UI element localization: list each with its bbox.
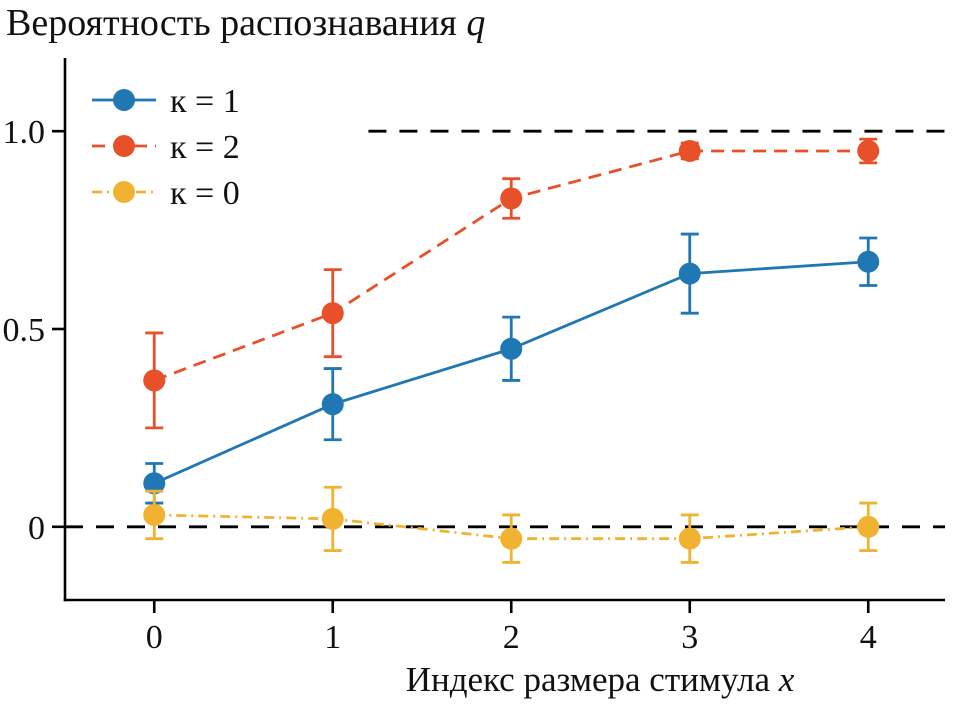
chart-title: Вероятность распознавания q	[6, 0, 485, 46]
data-point-marker	[500, 337, 523, 360]
x-tick-label: 1	[324, 619, 341, 656]
data-point-marker	[143, 503, 166, 526]
legend-label: к = 0	[170, 175, 240, 212]
chart-title-text: Вероятность распознавания	[6, 2, 467, 44]
legend-label: к = 2	[170, 129, 240, 166]
data-point-marker	[500, 527, 523, 550]
legend-item-0: к = 1	[92, 83, 240, 120]
data-point-marker	[857, 250, 880, 273]
legend-marker	[113, 89, 135, 111]
x-tick-label: 4	[860, 619, 877, 656]
data-point-marker	[321, 393, 344, 416]
x-tick-label: 2	[503, 619, 520, 656]
x-axis-label-text: Индекс размера стимула	[405, 660, 779, 699]
data-point-marker	[500, 187, 523, 210]
data-point-marker	[678, 139, 701, 162]
data-point-marker	[321, 507, 344, 530]
data-point-marker	[321, 302, 344, 325]
y-tick-label: 1.0	[3, 114, 46, 151]
chart-title-variable: q	[466, 2, 486, 44]
y-tick-label: 0.5	[3, 312, 46, 349]
legend: к = 1 к = 2 к = 0	[92, 83, 240, 212]
legend-label: к = 1	[170, 83, 240, 120]
legend-item-1: к = 2	[92, 129, 240, 166]
data-point-marker	[678, 262, 701, 285]
x-tick-label: 3	[681, 619, 698, 656]
legend-marker	[113, 135, 135, 157]
y-tick-label: 0	[28, 510, 45, 547]
data-point-marker	[143, 369, 166, 392]
x-tick-label: 0	[146, 619, 163, 656]
data-point-marker	[857, 139, 880, 162]
legend-item-2: к = 0	[92, 175, 240, 212]
data-point-marker	[143, 472, 166, 495]
data-point-marker	[678, 527, 701, 550]
x-axis-label: Индекс размера стимула x	[244, 660, 956, 700]
x-axis-label-variable: x	[778, 660, 795, 699]
legend-marker	[113, 181, 135, 203]
data-point-marker	[857, 515, 880, 538]
